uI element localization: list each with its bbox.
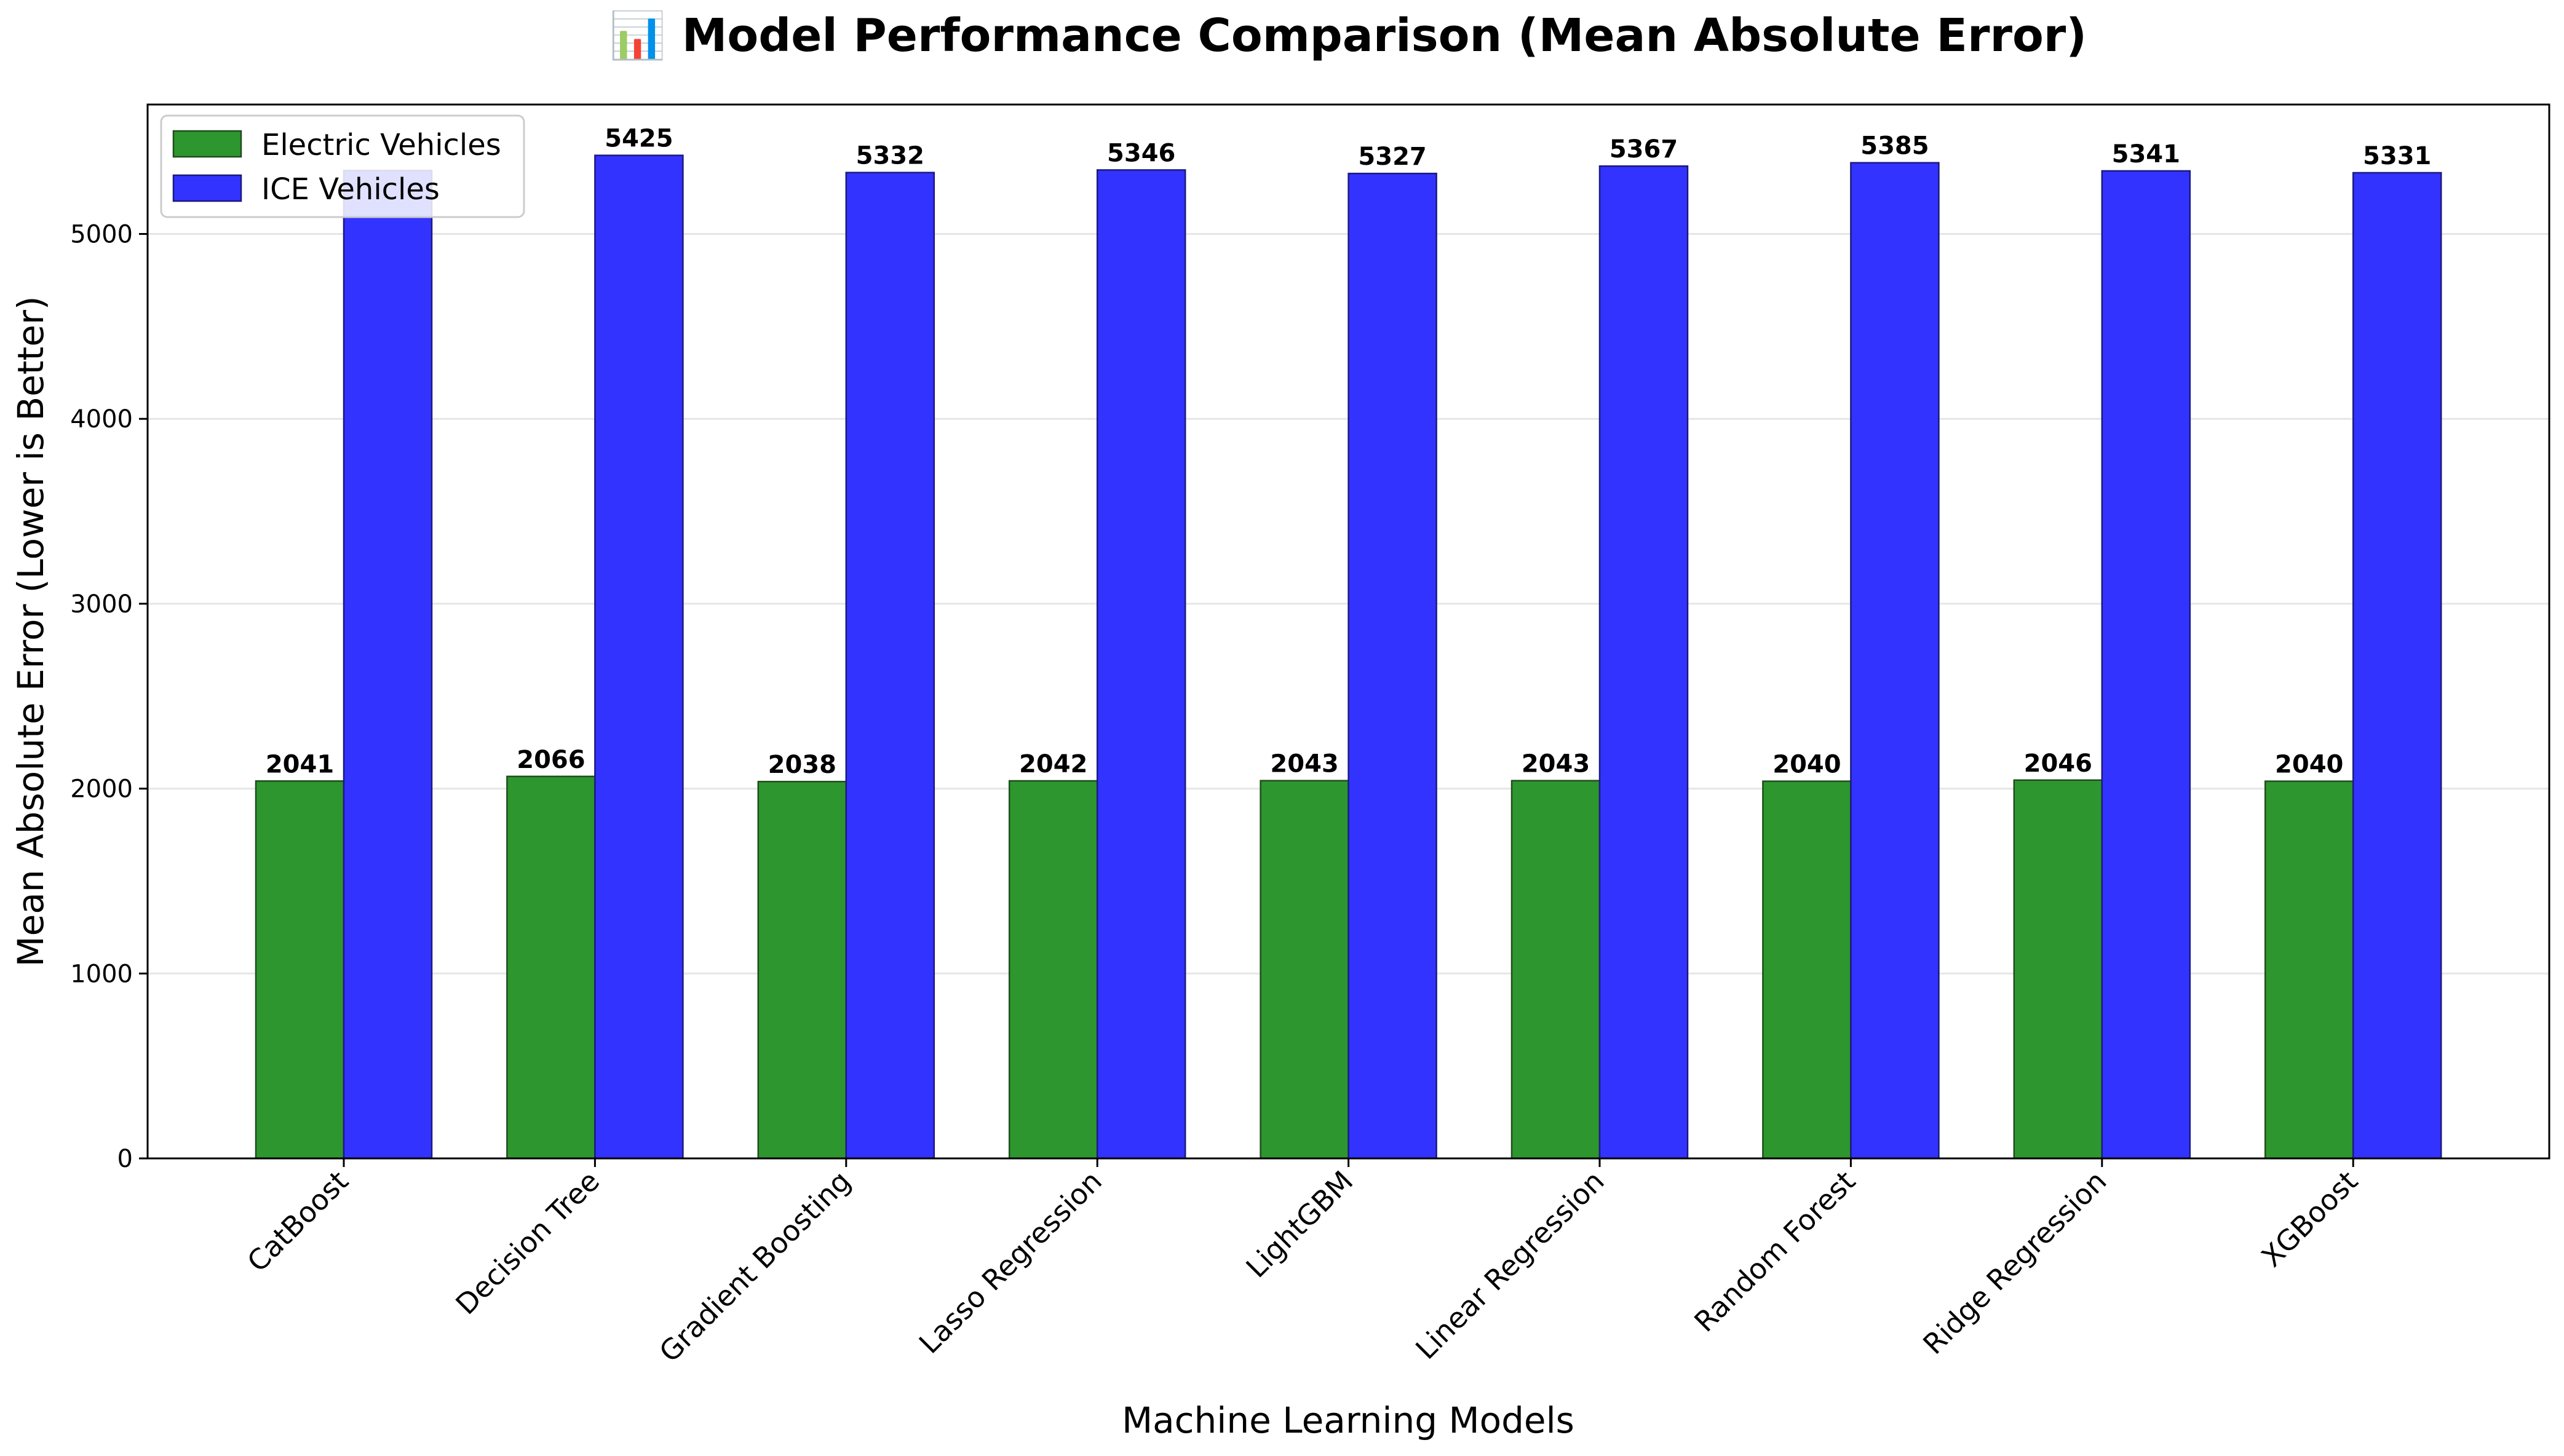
- data-label-electric-vehicles-ridge-regression: 2046: [2024, 750, 2092, 778]
- bar-ice-vehicles-ridge-regression: [2101, 170, 2191, 1160]
- y-tick-label: 2000: [70, 775, 133, 804]
- bar-electric-vehicles-ridge-regression: [2013, 779, 2103, 1160]
- x-tick-label-catboost: CatBoost: [240, 1165, 354, 1278]
- y-tick-label: 1000: [70, 960, 133, 988]
- bar-electric-vehicles-decision-tree: [506, 775, 596, 1160]
- data-label-electric-vehicles-gradient-boosting: 2038: [768, 751, 836, 779]
- data-label-electric-vehicles-lasso-regression: 2042: [1019, 750, 1087, 778]
- legend-swatch-ice: [172, 174, 242, 202]
- legend: Electric Vehicles ICE Vehicles: [160, 114, 525, 218]
- bar-ice-vehicles-random-forest: [1850, 162, 1940, 1160]
- data-label-ice-vehicles-lasso-regression: 5346: [1107, 139, 1175, 167]
- x-axis-label: Machine Learning Models: [1122, 1399, 1574, 1441]
- y-tick-label: 3000: [70, 590, 133, 619]
- y-tick-label: 4000: [70, 405, 133, 433]
- bar-ice-vehicles-linear-regression: [1598, 165, 1689, 1160]
- y-axis-label: Mean Absolute Error (Lower is Better): [10, 296, 52, 967]
- data-label-ice-vehicles-ridge-regression: 5341: [2112, 140, 2180, 168]
- chart-title: 📊 Model Performance Comparison (Mean Abs…: [609, 9, 2087, 62]
- x-tick-label-decision-tree: Decision Tree: [449, 1165, 606, 1321]
- bar-electric-vehicles-random-forest: [1762, 780, 1852, 1160]
- legend-swatch-electric: [172, 130, 242, 158]
- bar-electric-vehicles-gradient-boosting: [757, 780, 847, 1160]
- bar-electric-vehicles-lightgbm: [1260, 780, 1349, 1160]
- bar-ice-vehicles-lightgbm: [1347, 172, 1437, 1160]
- bar-ice-vehicles-lasso-regression: [1096, 169, 1186, 1160]
- x-tick-label-ridge-regression: Ridge Regression: [1916, 1165, 2113, 1361]
- data-label-electric-vehicles-decision-tree: 2066: [517, 746, 585, 774]
- bars: [255, 154, 2442, 1160]
- data-label-ice-vehicles-lightgbm: 5327: [1358, 143, 1426, 171]
- data-label-ice-vehicles-random-forest: 5385: [1860, 132, 1929, 160]
- data-label-electric-vehicles-catboost: 2041: [266, 750, 334, 778]
- data-label-electric-vehicles-xgboost: 2040: [2275, 751, 2343, 779]
- y-tick-label: 5000: [70, 220, 133, 248]
- data-label-electric-vehicles-lightgbm: 2043: [1270, 750, 1338, 778]
- bar-ice-vehicles-gradient-boosting: [845, 172, 935, 1160]
- x-tick-label-xgboost: XGBoost: [2255, 1165, 2364, 1273]
- x-axis-ticks: CatBoost Decision Tree Gradient Boosting La…: [240, 1158, 2364, 1369]
- x-tick-label-lasso-regression: Lasso Regression: [913, 1165, 1108, 1360]
- bar-electric-vehicles-lasso-regression: [1008, 780, 1098, 1160]
- data-label-electric-vehicles-linear-regression: 2043: [1522, 750, 1590, 778]
- x-tick-label-gradient-boosting: Gradient Boosting: [653, 1165, 857, 1369]
- bar-electric-vehicles-linear-regression: [1510, 780, 1601, 1160]
- data-labels: 2041 2066 5425 2038 5332 2042 5346 2043 5327 2043…: [266, 125, 2432, 779]
- legend-label-ice: ICE Vehicles: [261, 172, 440, 207]
- bar-ice-vehicles-decision-tree: [594, 154, 684, 1160]
- x-tick-label-lightgbm: LightGBM: [1239, 1165, 1359, 1284]
- x-tick-label-random-forest: Random Forest: [1688, 1165, 1862, 1339]
- y-tick-label: 0: [117, 1145, 133, 1173]
- data-label-ice-vehicles-xgboost: 5331: [2363, 142, 2431, 170]
- data-label-ice-vehicles-decision-tree: 5425: [605, 125, 673, 153]
- data-label-ice-vehicles-linear-regression: 5367: [1609, 135, 1678, 164]
- bar-ice-vehicles-catboost: [343, 170, 433, 1160]
- bar-electric-vehicles-catboost: [255, 780, 345, 1160]
- legend-label-electric: Electric Vehicles: [261, 128, 501, 162]
- data-label-ice-vehicles-gradient-boosting: 5332: [856, 142, 924, 170]
- legend-box: [160, 114, 525, 218]
- y-axis-ticks: 0 1000 2000 3000 4000 5000: [70, 220, 148, 1173]
- x-tick-label-linear-regression: Linear Regression: [1409, 1165, 1611, 1366]
- bar-electric-vehicles-xgboost: [2264, 780, 2354, 1160]
- bar-ice-vehicles-xgboost: [2352, 172, 2442, 1160]
- data-label-electric-vehicles-random-forest: 2040: [1772, 751, 1841, 779]
